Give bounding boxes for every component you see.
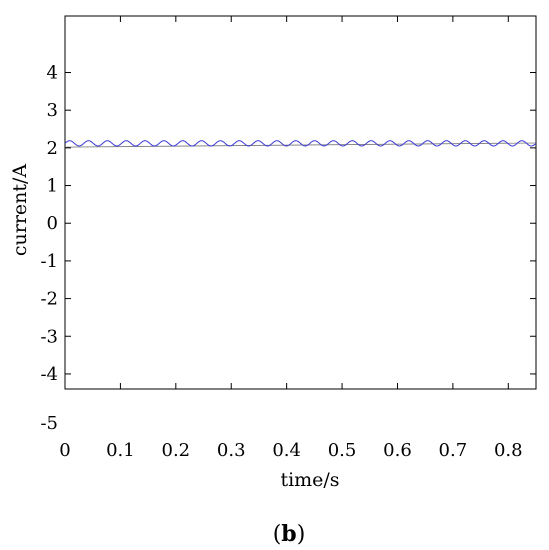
y-tick-label: 2 xyxy=(47,138,58,159)
x-tick-label: 0.4 xyxy=(272,440,301,461)
x-tick-label: 0.8 xyxy=(494,440,523,461)
x-tick-label: 0.1 xyxy=(106,440,135,461)
x-tick-label: 0.7 xyxy=(439,440,468,461)
plot-frame xyxy=(64,15,537,390)
y-tick-label: 1 xyxy=(47,176,58,197)
y-tick-label: -3 xyxy=(40,326,58,347)
y-tick-label: 4 xyxy=(47,63,58,84)
figure-caption: (b) xyxy=(273,521,306,547)
tick-layer: 0 0.1 0.2 0.3 0.4 0.5 0.6 0.7 0.8 4 3 2 1 0 -1 -2 -3 -4 xyxy=(40,16,536,461)
y-tick-label: -4 xyxy=(40,364,58,385)
x-tick-label: 0.3 xyxy=(217,440,246,461)
y-tick-label: 0 xyxy=(47,213,58,234)
series-line xyxy=(64,140,537,147)
y-tick-label: -2 xyxy=(40,289,58,310)
y-axis-label: current/A xyxy=(9,164,31,257)
x-tick-label: 0.6 xyxy=(383,440,412,461)
y-tick-label: 3 xyxy=(47,100,58,121)
x-tick-label: 0 xyxy=(59,440,70,461)
reference-line xyxy=(64,142,537,148)
x-tick-label: 0.2 xyxy=(162,440,191,461)
y-tick-label: -1 xyxy=(40,251,58,272)
x-axis-label: time/s xyxy=(280,469,339,491)
x-tick-label: 0.5 xyxy=(328,440,357,461)
reference-line-layer xyxy=(64,142,537,148)
extra-y-tick-label: -5 xyxy=(40,413,58,434)
series-layer xyxy=(64,140,537,147)
